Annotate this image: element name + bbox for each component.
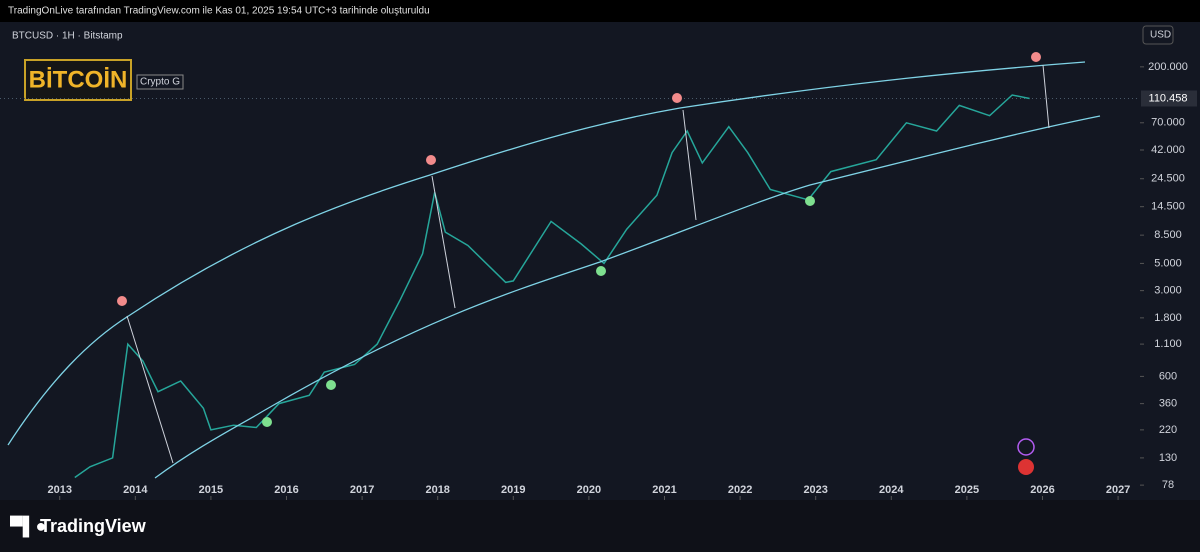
brand-mark: ▀▌● bbox=[10, 515, 46, 538]
x-tick-label: 2019 bbox=[501, 484, 525, 496]
sell-signal bbox=[672, 93, 682, 103]
x-tick-label: 2023 bbox=[803, 484, 827, 496]
x-tick-label: 2017 bbox=[350, 484, 374, 496]
x-tick-label: 2018 bbox=[425, 484, 449, 496]
y-tick-label: 220 bbox=[1159, 424, 1177, 436]
x-tick-label: 2015 bbox=[199, 484, 223, 496]
swing-lines bbox=[126, 64, 1050, 464]
buy-signal bbox=[326, 380, 336, 390]
sell-signal bbox=[117, 296, 127, 306]
header-bar bbox=[0, 0, 1200, 22]
x-tick-label: 2022 bbox=[728, 484, 752, 496]
x-tick-label: 2027 bbox=[1106, 484, 1130, 496]
sell-signal bbox=[426, 155, 436, 165]
swing-line bbox=[1042, 64, 1050, 129]
plot: 200.000 70.000 42.000 24.500 14.500 8.500 5.00… bbox=[0, 61, 1197, 500]
badge: BİTCOİN bbox=[29, 66, 128, 93]
buy-signal bbox=[805, 196, 815, 206]
swing-line bbox=[431, 175, 456, 309]
swing-line bbox=[126, 315, 174, 464]
x-tick-label: 2021 bbox=[652, 484, 676, 496]
y-tick-label: 8.500 bbox=[1154, 229, 1182, 241]
signals bbox=[117, 52, 1041, 427]
buy-signal bbox=[262, 417, 272, 427]
last-price-box bbox=[1141, 90, 1197, 107]
y-tick-label: 1.100 bbox=[1154, 338, 1182, 350]
currency: USD bbox=[1150, 30, 1171, 41]
x-tick-label: 2024 bbox=[879, 484, 904, 496]
channel bbox=[7, 61, 1101, 479]
buy-signal bbox=[596, 266, 606, 276]
symbol-title: BTCUSD · 1H · Bitstamp bbox=[12, 31, 123, 42]
x-tick-label: 2016 bbox=[274, 484, 298, 496]
swing-line bbox=[682, 109, 697, 221]
y-tick-label: 24.500 bbox=[1151, 173, 1185, 185]
plot-area bbox=[0, 22, 1140, 500]
y-tick-label: 78 bbox=[1162, 479, 1174, 491]
brand: TradingView bbox=[40, 516, 147, 536]
buy-signals bbox=[262, 196, 815, 427]
x-tick-label: 2026 bbox=[1030, 484, 1054, 496]
badge-box bbox=[24, 59, 132, 101]
y-tick-label: 1.800 bbox=[1154, 312, 1182, 324]
badge-note: Crypto G bbox=[140, 77, 180, 88]
x-tick-label: 2025 bbox=[955, 484, 979, 496]
y-tick-label: 5.000 bbox=[1154, 257, 1182, 269]
y-tick-label: 42.000 bbox=[1151, 144, 1185, 156]
sell-signal bbox=[1031, 52, 1041, 62]
header-text: TradingOnLive tarafından TradingView.com… bbox=[8, 6, 430, 17]
upper-channel bbox=[7, 61, 1086, 446]
lower-channel bbox=[154, 115, 1101, 479]
y-tick-label: 130 bbox=[1159, 452, 1177, 464]
y-tick-label: 360 bbox=[1159, 398, 1177, 410]
x-tick-label: 2014 bbox=[123, 484, 148, 496]
event-icon[interactable] bbox=[1017, 438, 1035, 456]
x-tick-label: 2020 bbox=[577, 484, 601, 496]
y-tick-label: 70.000 bbox=[1151, 117, 1185, 129]
x-tick-label: 2013 bbox=[47, 484, 71, 496]
badge-note-box bbox=[136, 74, 184, 90]
y-tick-label: 200.000 bbox=[1148, 61, 1188, 73]
sell-signals bbox=[117, 52, 1041, 306]
event-icon[interactable] bbox=[1018, 459, 1034, 475]
last-price-label: 110.458 bbox=[1149, 92, 1188, 104]
currency-box[interactable] bbox=[1142, 25, 1174, 45]
price-line bbox=[74, 94, 1030, 479]
y-tick-label: 14.500 bbox=[1151, 201, 1185, 213]
y-tick-label: 3.000 bbox=[1154, 285, 1182, 297]
y-tick-label: 600 bbox=[1159, 370, 1177, 382]
